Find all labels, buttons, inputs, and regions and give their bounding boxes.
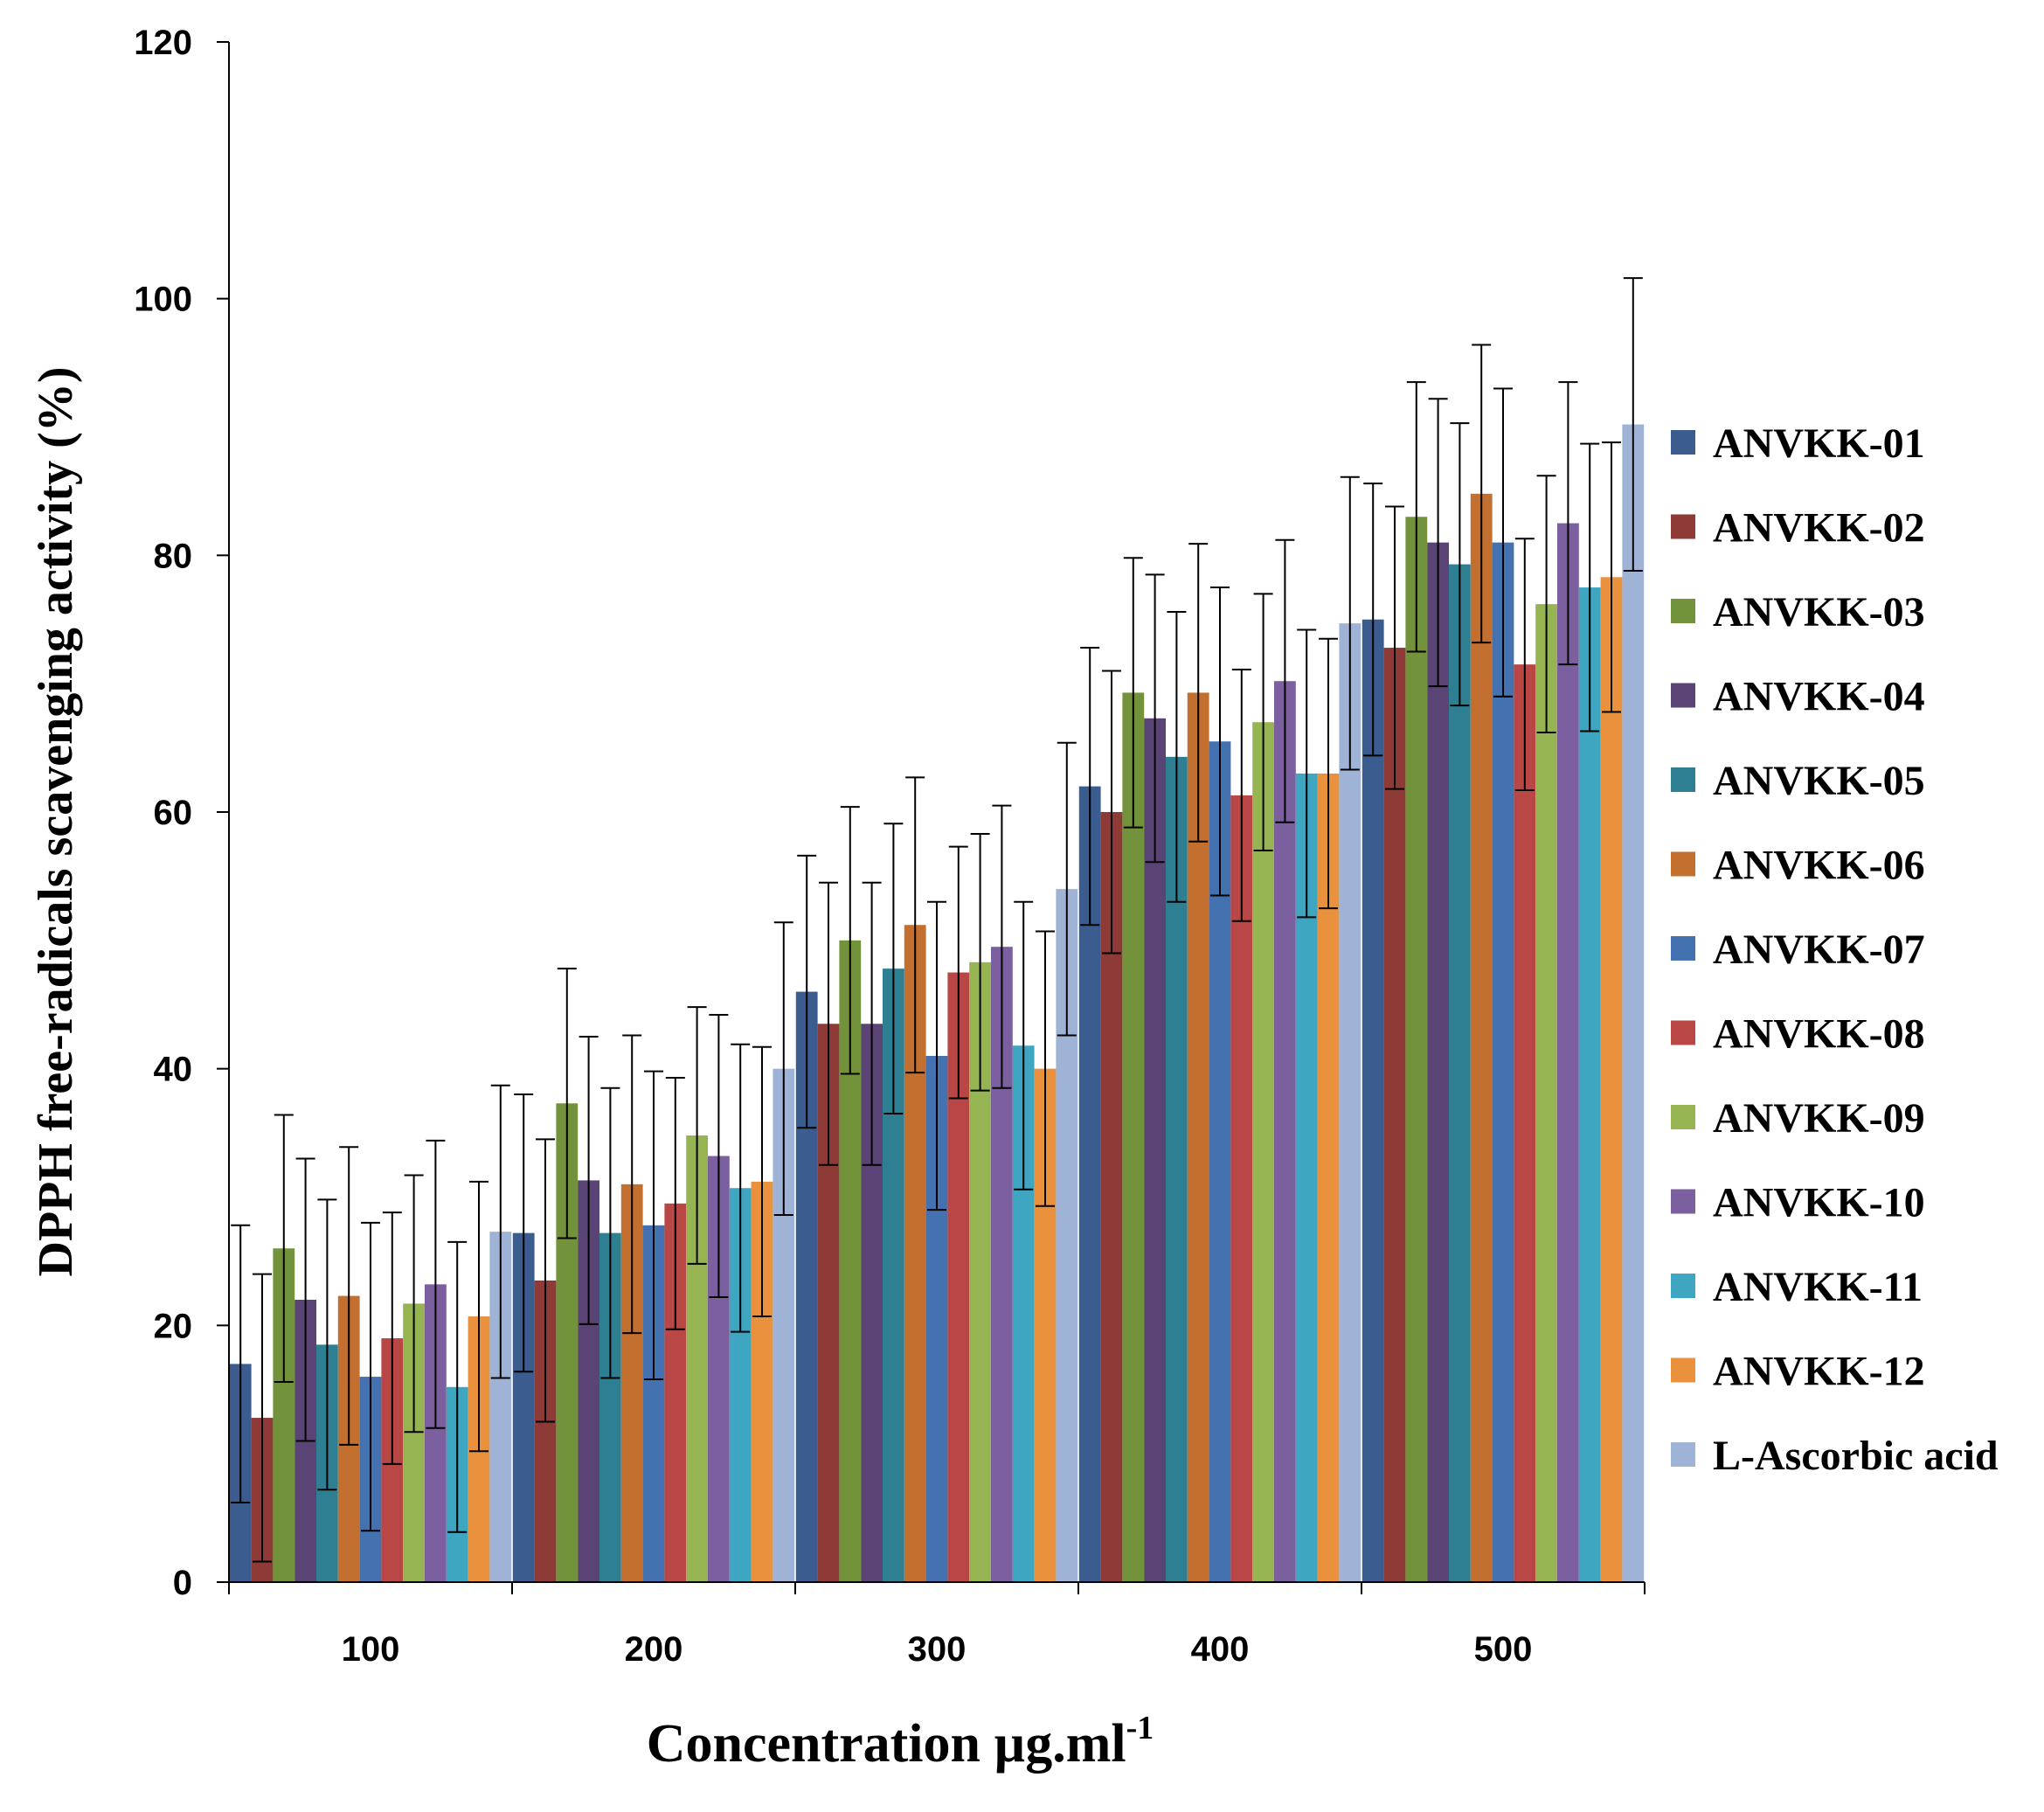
legend-label: ANVKK-04 — [1713, 674, 1925, 720]
legend-label: ANVKK-11 — [1713, 1264, 1923, 1310]
legend-label: ANVKK-05 — [1713, 758, 1925, 804]
bar — [1230, 795, 1253, 1582]
legend-swatch — [1671, 1274, 1695, 1298]
legend-swatch — [1671, 683, 1695, 708]
bar — [1405, 517, 1428, 1582]
legend-swatch — [1671, 1020, 1695, 1045]
legend-swatch — [1671, 767, 1695, 792]
legend-label: ANVKK-01 — [1713, 420, 1925, 467]
legend-swatch — [1671, 514, 1695, 539]
legend-label: ANVKK-03 — [1713, 589, 1925, 635]
legend-label: ANVKK-09 — [1713, 1095, 1925, 1142]
y-tick-label: 80 — [154, 537, 193, 575]
bar — [1252, 722, 1274, 1582]
bar — [1578, 587, 1601, 1582]
legend-swatch — [1671, 851, 1695, 877]
legend-label: ANVKK-07 — [1713, 927, 1925, 973]
y-tick-label: 40 — [154, 1051, 193, 1089]
bar — [1470, 493, 1493, 1583]
bar — [1449, 564, 1471, 1582]
x-tick-label: 100 — [342, 1630, 400, 1669]
bar — [1492, 542, 1514, 1582]
bar — [1122, 692, 1145, 1582]
legend-label: ANVKK-10 — [1713, 1180, 1925, 1226]
bar — [1339, 623, 1362, 1582]
legend-swatch — [1671, 430, 1695, 455]
y-tick-label: 100 — [134, 281, 192, 319]
x-axis-title-superscript: -1 — [1126, 1710, 1154, 1746]
legend-swatch — [1671, 1189, 1695, 1214]
bar — [1427, 542, 1449, 1582]
legend-label: L-Ascorbic acid — [1713, 1433, 1999, 1479]
bar — [1274, 681, 1296, 1582]
x-tick-label: 300 — [908, 1630, 967, 1669]
bar — [1514, 664, 1536, 1583]
x-tick-label: 500 — [1474, 1630, 1533, 1669]
legend-label: ANVKK-02 — [1713, 505, 1925, 552]
y-tick-label: 120 — [134, 24, 192, 62]
x-axis-title: Concentration µg.ml-1 — [647, 1710, 1154, 1774]
legend-swatch — [1671, 1357, 1695, 1383]
legend-swatch — [1671, 1442, 1695, 1467]
x-tick-label: 400 — [1191, 1630, 1250, 1669]
bar — [1600, 577, 1623, 1583]
legend-label: ANVKK-06 — [1713, 843, 1925, 889]
bar — [1362, 619, 1384, 1582]
bar — [1535, 604, 1557, 1582]
y-tick-label: 60 — [154, 794, 193, 832]
y-tick-label: 0 — [173, 1564, 192, 1602]
legend-swatch — [1671, 1105, 1695, 1129]
bar — [1383, 648, 1406, 1582]
x-axis-title-text: Concentration µg.ml — [647, 1714, 1126, 1774]
legend-swatch — [1671, 936, 1695, 961]
x-tick-label: 200 — [625, 1630, 683, 1669]
y-axis-title: DPPH free-radicals scavenging activity (… — [29, 367, 83, 1277]
legend-swatch — [1671, 599, 1695, 623]
legend-label: ANVKK-08 — [1713, 1011, 1925, 1058]
legend-label: ANVKK-12 — [1713, 1349, 1925, 1395]
bar — [1622, 424, 1645, 1582]
y-tick-label: 20 — [154, 1307, 193, 1345]
bar — [1557, 523, 1579, 1582]
